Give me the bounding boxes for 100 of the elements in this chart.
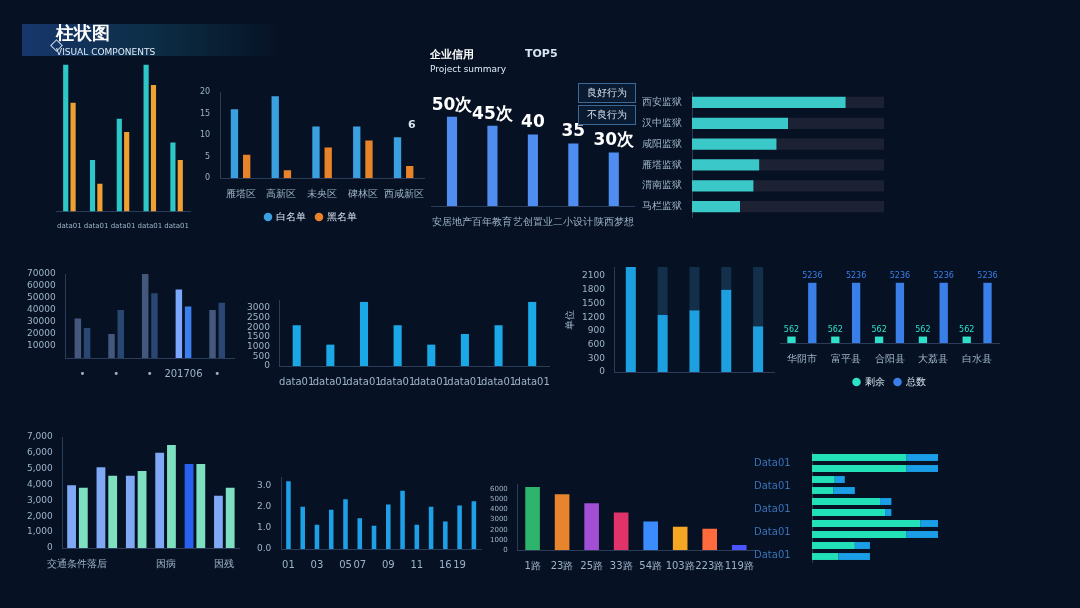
bar — [271, 96, 279, 178]
chart-title: 企业信用 — [429, 48, 474, 62]
y-tick-label: 咸阳监狱 — [642, 137, 682, 149]
legend-label: 白名单 — [276, 210, 306, 222]
x-tick-label: 33路 — [609, 559, 633, 571]
y-tick-label: 20000 — [26, 328, 56, 339]
bar — [845, 96, 884, 109]
bar — [721, 267, 732, 290]
x-tick-label: 陕西梦想 — [593, 215, 634, 227]
legend-label: 黑名单 — [327, 210, 357, 222]
x-tick-label: 05 — [339, 558, 352, 570]
y-tick-label: 30000 — [26, 316, 56, 327]
bar — [141, 274, 149, 358]
bar — [692, 96, 846, 109]
bar — [753, 180, 884, 192]
bar — [117, 310, 125, 358]
bar — [167, 444, 176, 548]
bar — [63, 64, 69, 212]
x-tick-label: 大荔县 — [918, 352, 949, 364]
bar — [776, 138, 884, 150]
legend-label: 剩余 — [864, 375, 885, 387]
x-tick-label: data01 — [480, 375, 517, 387]
bar — [353, 126, 361, 178]
bar — [83, 328, 91, 358]
bar — [116, 118, 122, 212]
y-tick-label: 5,000 — [27, 463, 54, 474]
bar — [300, 506, 305, 549]
x-tick-label: data01 — [447, 375, 483, 387]
bar — [812, 509, 886, 516]
bar — [359, 301, 369, 366]
y-tick-label: 1200 — [582, 311, 606, 322]
bar — [833, 487, 855, 494]
bar — [218, 302, 226, 358]
bar — [177, 160, 183, 212]
bar — [225, 487, 235, 548]
bar — [343, 499, 348, 549]
bar — [209, 310, 216, 358]
y-tick-label: 0.0 — [256, 543, 272, 554]
annotation: Data01 — [754, 503, 791, 514]
bar — [920, 520, 938, 527]
x-tick-label: 103路 — [665, 559, 695, 571]
y-tick-label: 50000 — [26, 292, 56, 303]
bar — [692, 159, 760, 171]
bar — [906, 465, 938, 472]
x-tick-label: 223路 — [695, 559, 725, 571]
x-tick-label: 03 — [310, 558, 324, 570]
bar — [230, 109, 239, 178]
y-tick-label: 60000 — [26, 280, 56, 291]
bar — [838, 553, 870, 560]
bar — [97, 183, 103, 212]
x-tick-label: data01 — [380, 375, 416, 387]
data-label: 40 — [521, 111, 545, 132]
bar — [96, 467, 106, 548]
x-tick-label: 高新区 — [266, 187, 297, 199]
bar — [406, 165, 414, 178]
bar — [283, 170, 292, 178]
y-tick-label: 4,000 — [27, 478, 54, 489]
bar — [155, 452, 165, 548]
x-tick-label: 54路 — [639, 559, 663, 571]
y-tick-label: 500 — [252, 350, 271, 361]
y-tick-label: 2100 — [582, 270, 606, 281]
text: Data01 — [754, 457, 791, 468]
bar — [568, 143, 579, 206]
x-tick-label: • — [214, 367, 221, 379]
data-label: 5236 — [977, 270, 998, 280]
x-tick-label: 交通条件落后 — [47, 557, 108, 569]
bar — [584, 503, 599, 550]
x-tick-label: data01 — [346, 375, 382, 387]
x-tick-label: • — [113, 367, 120, 379]
y-tick-label: 600 — [587, 338, 606, 349]
x-tick-label: 07 — [353, 558, 367, 570]
bar — [125, 475, 135, 548]
data-label: 30次 — [593, 129, 636, 150]
x-tick-label: 25路 — [580, 559, 603, 571]
y-tick-label: 6,000 — [27, 447, 54, 458]
x-tick-label: 01 — [282, 558, 295, 570]
y-tick-label: 1,000 — [27, 526, 54, 537]
bar — [906, 454, 938, 461]
bar — [643, 521, 658, 550]
bar — [702, 528, 718, 550]
bar — [326, 344, 335, 366]
x-tick-label: 19 — [453, 558, 466, 570]
bar — [759, 159, 884, 171]
bar — [151, 293, 158, 358]
x-tick-label: 因病 — [155, 557, 176, 569]
y-tick-label: 3.0 — [256, 479, 272, 490]
bar — [150, 85, 157, 212]
x-tick-label: 百年教育 — [472, 215, 513, 227]
bar — [692, 200, 740, 213]
y-tick-label: 5 — [205, 151, 211, 161]
y-tick-label: 2000 — [247, 321, 271, 332]
y-tick-label: 10000 — [26, 340, 56, 351]
legend-label: 总数 — [904, 375, 926, 387]
y-tick-label: 1.0 — [256, 522, 272, 533]
y-tick-label: 300 — [587, 352, 606, 363]
chart-title: 柱状图 — [55, 22, 110, 44]
data-label: 562 — [915, 324, 931, 334]
data-label: 45次 — [472, 102, 514, 123]
bar — [89, 160, 96, 212]
bar — [672, 526, 688, 550]
